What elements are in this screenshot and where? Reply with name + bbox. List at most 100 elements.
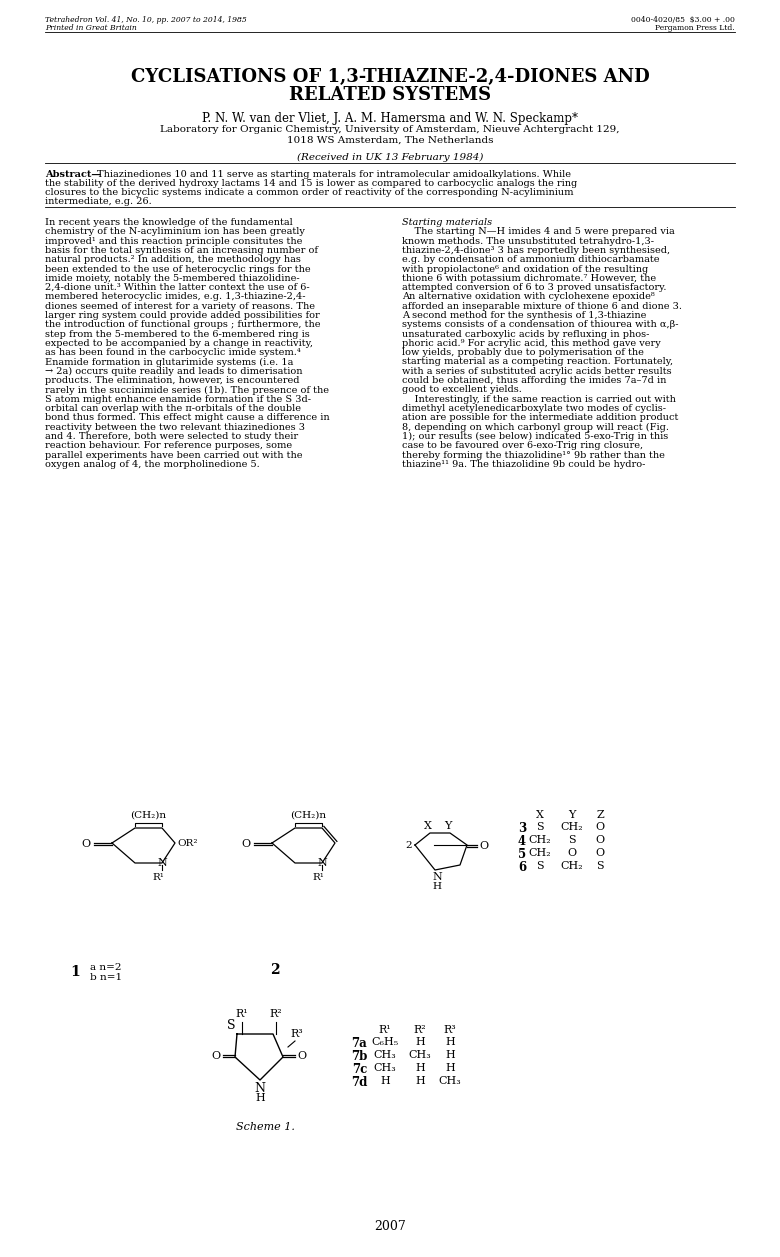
Text: unsaturated carboxylic acids by refluxing in phos-: unsaturated carboxylic acids by refluxin…: [402, 329, 650, 338]
Text: R²: R²: [413, 1024, 427, 1035]
Text: systems consists of a condensation of thiourea with α,β-: systems consists of a condensation of th…: [402, 321, 679, 329]
Text: chemistry of the N-acyliminium ion has been greatly: chemistry of the N-acyliminium ion has b…: [45, 228, 305, 236]
Text: 7c: 7c: [352, 1063, 367, 1076]
Text: CH₂: CH₂: [561, 861, 583, 871]
Text: step from the 5-membered to the 6-membered ring is: step from the 5-membered to the 6-member…: [45, 329, 310, 338]
Text: (CH₂)n: (CH₂)n: [290, 811, 326, 820]
Text: Abstract—: Abstract—: [45, 170, 101, 178]
Text: The starting N—H imides 4 and 5 were prepared via: The starting N—H imides 4 and 5 were pre…: [402, 228, 675, 236]
Text: R³: R³: [444, 1024, 456, 1035]
Text: 4: 4: [518, 835, 526, 848]
Text: could be obtained, thus affording the imides 7a–7d in: could be obtained, thus affording the im…: [402, 376, 666, 385]
Text: b n=1: b n=1: [90, 973, 122, 982]
Text: basis for the total synthesis of an increasing number of: basis for the total synthesis of an incr…: [45, 246, 318, 255]
Text: OR²: OR²: [177, 838, 197, 847]
Text: (CH₂)n: (CH₂)n: [130, 811, 166, 820]
Text: N: N: [432, 872, 442, 882]
Text: CH₂: CH₂: [561, 822, 583, 832]
Text: 2,4-dione unit.³ Within the latter context the use of 6-: 2,4-dione unit.³ Within the latter conte…: [45, 283, 310, 292]
Text: H: H: [445, 1063, 455, 1073]
Text: with propiolactone⁶ and oxidation of the resulting: with propiolactone⁶ and oxidation of the…: [402, 264, 648, 274]
Text: e.g. by condensation of ammonium dithiocarbamate: e.g. by condensation of ammonium dithioc…: [402, 255, 660, 264]
Text: 1018 WS Amsterdam, The Netherlands: 1018 WS Amsterdam, The Netherlands: [287, 136, 493, 145]
Text: H: H: [380, 1076, 390, 1086]
Text: O: O: [595, 822, 604, 832]
Text: R³: R³: [291, 1029, 303, 1040]
Text: In recent years the knowledge of the fundamental: In recent years the knowledge of the fun…: [45, 217, 292, 228]
Text: 2: 2: [270, 963, 280, 977]
Text: as has been found in the carbocyclic imide system.⁴: as has been found in the carbocyclic imi…: [45, 348, 301, 357]
Text: bond thus formed. This effect might cause a difference in: bond thus formed. This effect might caus…: [45, 414, 330, 422]
Text: S: S: [568, 835, 576, 845]
Text: products. The elimination, however, is encountered: products. The elimination, however, is e…: [45, 376, 300, 385]
Text: O: O: [479, 841, 488, 851]
Text: oxygen analog of 4, the morpholinedione 5.: oxygen analog of 4, the morpholinedione …: [45, 460, 260, 469]
Text: 7d: 7d: [351, 1076, 367, 1089]
Text: Y: Y: [569, 810, 576, 820]
Text: H: H: [445, 1050, 455, 1060]
Text: H: H: [255, 1094, 265, 1102]
Text: N: N: [157, 859, 167, 869]
Text: CYCLISATIONS OF 1,3-THIAZINE-2,4-DIONES AND: CYCLISATIONS OF 1,3-THIAZINE-2,4-DIONES …: [130, 68, 650, 85]
Text: An alternative oxidation with cyclohexene epoxide⁸: An alternative oxidation with cyclohexen…: [402, 293, 654, 302]
Text: closures to the bicyclic systems indicate a common order of reactivity of the co: closures to the bicyclic systems indicat…: [45, 189, 573, 197]
Text: X: X: [536, 810, 544, 820]
Text: thereby forming the thiazolidine¹° 9b rather than the: thereby forming the thiazolidine¹° 9b ra…: [402, 450, 665, 460]
Text: been extended to the use of heterocyclic rings for the: been extended to the use of heterocyclic…: [45, 264, 310, 274]
Text: O: O: [297, 1051, 306, 1061]
Text: reactivity between the two relevant thiazinediones 3: reactivity between the two relevant thia…: [45, 422, 305, 431]
Text: 2: 2: [406, 841, 412, 850]
Text: the stability of the derived hydroxy lactams 14 and 15 is lower as compared to c: the stability of the derived hydroxy lac…: [45, 178, 577, 189]
Text: H: H: [415, 1076, 425, 1086]
Text: Laboratory for Organic Chemistry, University of Amsterdam, Nieuve Achtergracht 1: Laboratory for Organic Chemistry, Univer…: [160, 124, 620, 134]
Text: S: S: [596, 861, 604, 871]
Text: O: O: [81, 838, 90, 848]
Text: ation are possible for the intermediate addition product: ation are possible for the intermediate …: [402, 414, 679, 422]
Text: H: H: [415, 1063, 425, 1073]
Text: Y: Y: [445, 821, 452, 831]
Text: Pergamon Press Ltd.: Pergamon Press Ltd.: [655, 24, 735, 31]
Text: R²: R²: [270, 1009, 282, 1019]
Text: C₆H₅: C₆H₅: [371, 1037, 399, 1047]
Text: R¹: R¹: [236, 1009, 248, 1019]
Text: P. N. W. van der Vliet, J. A. M. Hamersma and W. N. Speckamp*: P. N. W. van der Vliet, J. A. M. Hamersm…: [202, 112, 578, 124]
Text: expected to be accompanied by a change in reactivity,: expected to be accompanied by a change i…: [45, 339, 313, 348]
Text: O: O: [241, 838, 250, 848]
Text: natural products.² In addition, the methodology has: natural products.² In addition, the meth…: [45, 255, 301, 264]
Text: known methods. The unsubstituted tetrahydro-1,3-: known methods. The unsubstituted tetrahy…: [402, 236, 654, 245]
Text: parallel experiments have been carried out with the: parallel experiments have been carried o…: [45, 450, 303, 460]
Text: H: H: [415, 1037, 425, 1047]
Text: H: H: [445, 1037, 455, 1047]
Text: 1: 1: [70, 965, 80, 979]
Text: thiazine-2,4-dione³ 3 has reportedly been synthesised,: thiazine-2,4-dione³ 3 has reportedly bee…: [402, 246, 670, 255]
Text: R¹: R¹: [152, 874, 164, 882]
Text: (Received in UK 13 February 1984): (Received in UK 13 February 1984): [297, 153, 483, 162]
Text: Tetrahedron Vol. 41, No. 10, pp. 2007 to 2014, 1985: Tetrahedron Vol. 41, No. 10, pp. 2007 to…: [45, 16, 246, 24]
Text: case to be favoured over 6-exo-Trig ring closure,: case to be favoured over 6-exo-Trig ring…: [402, 441, 644, 450]
Text: 7a: 7a: [351, 1037, 367, 1050]
Text: A second method for the synthesis of 1,3-thiazine: A second method for the synthesis of 1,3…: [402, 310, 647, 321]
Text: rarely in the succinimide series (1b). The presence of the: rarely in the succinimide series (1b). T…: [45, 386, 329, 395]
Text: thione 6 with potassium dichromate.⁷ However, the: thione 6 with potassium dichromate.⁷ How…: [402, 274, 656, 283]
Text: N: N: [254, 1082, 265, 1095]
Text: orbital can overlap with the π-orbitals of the double: orbital can overlap with the π-orbitals …: [45, 403, 301, 414]
Text: CH₃: CH₃: [374, 1050, 396, 1060]
Text: Interestingly, if the same reaction is carried out with: Interestingly, if the same reaction is c…: [402, 395, 676, 403]
Text: S: S: [536, 861, 544, 871]
Text: O: O: [211, 1051, 220, 1061]
Text: O: O: [595, 835, 604, 845]
Text: R¹: R¹: [378, 1024, 392, 1035]
Text: S: S: [226, 1019, 235, 1032]
Text: 2007: 2007: [374, 1221, 406, 1233]
Text: intermediate, e.g. 26.: intermediate, e.g. 26.: [45, 197, 152, 206]
Text: Printed in Great Britain: Printed in Great Britain: [45, 24, 136, 31]
Text: Enamide formation in glutarimide systems (i.e. 1a: Enamide formation in glutarimide systems…: [45, 357, 293, 367]
Text: RELATED SYSTEMS: RELATED SYSTEMS: [289, 85, 491, 104]
Text: CH₂: CH₂: [529, 835, 551, 845]
Text: Thiazinediones 10 and 11 serve as starting materals for intramolecular amidoalky: Thiazinediones 10 and 11 serve as starti…: [97, 170, 571, 178]
Text: 0040-4020/85  $3.00 + .00: 0040-4020/85 $3.00 + .00: [631, 16, 735, 24]
Text: dimethyl acetylenedicarboxylate two modes of cyclis-: dimethyl acetylenedicarboxylate two mode…: [402, 403, 666, 414]
Text: with a series of substituted acrylic acids better results: with a series of substituted acrylic aci…: [402, 367, 672, 376]
Text: improved¹ and this reaction principle consitutes the: improved¹ and this reaction principle co…: [45, 236, 303, 245]
Text: → 2a) occurs quite readily and leads to dimerisation: → 2a) occurs quite readily and leads to …: [45, 367, 303, 376]
